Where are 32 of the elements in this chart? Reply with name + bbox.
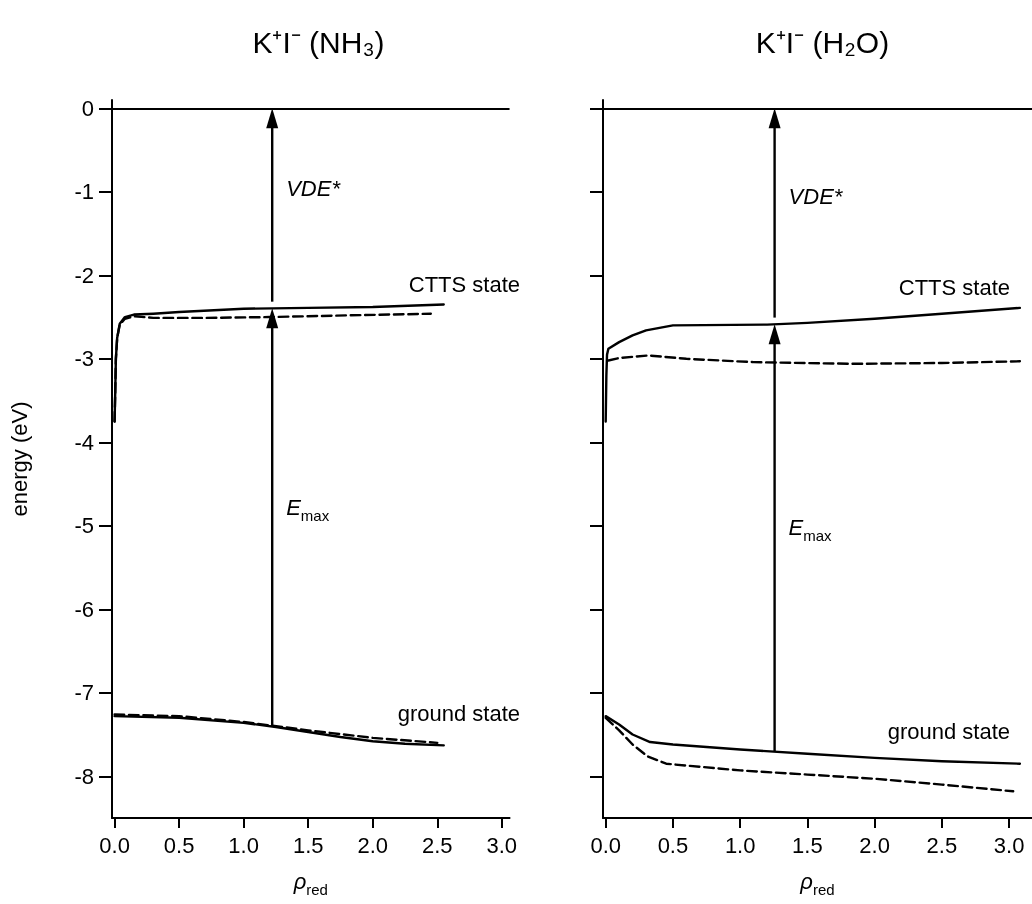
- annotation: CTTS state: [898, 275, 1010, 301]
- y-tick-label: -6: [74, 596, 94, 622]
- annotation: ground state: [397, 700, 520, 726]
- x-tick-label: 2.5: [421, 832, 453, 858]
- y-axis-title: energy (eV): [6, 401, 32, 517]
- y-tick-label: 0: [81, 95, 94, 121]
- y-tick-label: -5: [74, 513, 94, 539]
- annotation: VDE*: [286, 175, 342, 201]
- x-tick-label: 0.0: [99, 832, 130, 858]
- x-tick-label: 2.5: [926, 832, 958, 858]
- x-tick-label: 3.0: [486, 832, 518, 858]
- y-tick-label: -7: [74, 680, 94, 706]
- x-tick-label: 1.5: [292, 832, 324, 858]
- annotation: CTTS state: [408, 272, 520, 298]
- x-tick-label: 3.0: [993, 832, 1025, 858]
- chart-title: K⁺I⁻ (NH₃): [252, 25, 385, 59]
- x-tick-label: 0.5: [657, 832, 689, 858]
- x-tick-label: 1.0: [724, 832, 756, 858]
- annotation: ground state: [887, 719, 1010, 745]
- y-tick-label: -4: [74, 429, 94, 455]
- x-tick-label: 1.5: [792, 832, 823, 858]
- x-tick-label: 0.5: [163, 832, 195, 858]
- y-tick-label: -3: [74, 346, 94, 372]
- annotation: VDE*: [788, 183, 844, 209]
- y-tick-label: -8: [74, 763, 94, 789]
- y-tick-label: -2: [74, 262, 94, 288]
- y-tick-label: -1: [74, 179, 94, 205]
- x-tick-label: 2.0: [859, 832, 890, 858]
- x-tick-label: 1.0: [228, 832, 259, 858]
- chart-title: K⁺I⁻ (H₂O): [755, 25, 890, 59]
- x-tick-label: 0.0: [590, 832, 621, 858]
- x-tick-label: 2.0: [357, 832, 389, 858]
